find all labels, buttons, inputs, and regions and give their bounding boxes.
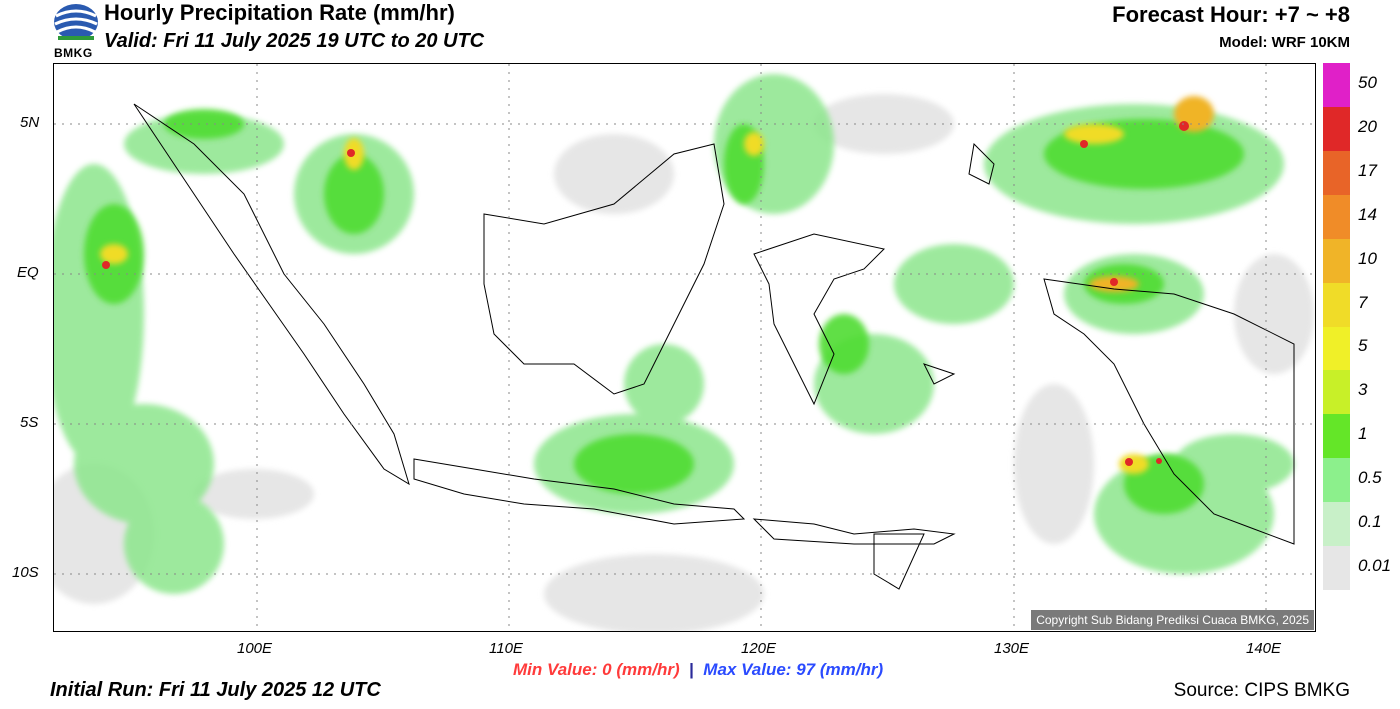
logo-text: BMKG <box>54 46 93 60</box>
coastlines <box>133 103 1295 590</box>
legend-label: 10 <box>1358 248 1377 268</box>
data-source: Source: CIPS BMKG <box>1173 680 1350 701</box>
lat-label-5n: 5N <box>20 114 40 131</box>
intense-rain-cores <box>102 121 1189 466</box>
min-max-values: Min Value: 0 (mm/hr) | Max Value: 97 (mm… <box>513 660 884 679</box>
legend-color-cell <box>1323 238 1350 283</box>
legend-label: 14 <box>1358 204 1377 224</box>
map-title: Hourly Precipitation Rate (mm/hr) <box>104 0 455 26</box>
min-value-unit: (mm/hr) <box>616 660 680 679</box>
lon-label-110e: 110E <box>489 640 523 657</box>
legend-label: 7 <box>1358 292 1368 312</box>
model-name: Model: WRF 10KM <box>1219 34 1350 51</box>
legend-color-cell <box>1323 194 1350 239</box>
legend-color-cell <box>1323 546 1350 591</box>
lat-label-eq: EQ <box>17 264 39 281</box>
legend-color-cell <box>1323 326 1350 371</box>
legend-label: 1 <box>1358 424 1368 444</box>
legend-color-cell <box>1323 414 1350 459</box>
lon-label-130e: 130E <box>994 640 1030 657</box>
copyright-notice: Copyright Sub Bidang Prediksi Cuaca BMKG… <box>1031 610 1314 630</box>
min-value-label: Min Value: <box>513 660 598 679</box>
map-title-unit: (mm/hr) <box>372 0 455 25</box>
bmkg-logo: BMKG <box>52 2 100 60</box>
legend-label: 0.1 <box>1358 512 1382 532</box>
precipitation-map: Copyright Sub Bidang Prediksi Cuaca BMKG… <box>53 63 1316 632</box>
color-legend <box>1323 63 1350 591</box>
drizzle-areas <box>54 94 1314 631</box>
forecast-hour: Forecast Hour: +7 ~ +8 <box>1112 2 1350 27</box>
map-title-text: Hourly Precipitation Rate <box>104 0 367 25</box>
lat-label-10s: 10S <box>12 564 39 581</box>
valid-time: Valid: Fri 11 July 2025 19 UTC to 20 UTC <box>104 30 485 52</box>
legend-label: 0.5 <box>1358 468 1382 488</box>
legend-color-cell <box>1323 458 1350 503</box>
legend-label: 3 <box>1358 380 1368 400</box>
lon-label-100e: 100E <box>237 640 273 657</box>
max-value-label: Max Value: <box>703 660 792 679</box>
legend-color-cell <box>1323 63 1350 107</box>
legend-color-cell <box>1323 106 1350 151</box>
min-value: 0 <box>602 660 612 679</box>
max-value-unit: (mm/hr) <box>819 660 884 679</box>
legend-color-cell <box>1323 502 1350 547</box>
max-value: 97 <box>796 660 816 679</box>
legend-color-cell <box>1323 150 1350 195</box>
initial-run: Initial Run: Fri 11 July 2025 12 UTC <box>50 679 381 701</box>
legend-label: 20 <box>1358 116 1377 136</box>
legend-label: 0.01 <box>1358 556 1392 575</box>
legend-color-cell <box>1323 370 1350 415</box>
legend-color-cell <box>1323 282 1350 327</box>
map-canvas <box>54 64 1315 631</box>
legend-label: 17 <box>1358 160 1377 180</box>
lon-label-120e: 120E <box>741 640 777 657</box>
lon-label-140e: 140E <box>1246 640 1282 657</box>
lat-label-5s: 5S <box>20 414 39 431</box>
legend-label: 5 <box>1358 336 1368 356</box>
bmkg-logo-emblem <box>54 4 98 40</box>
legend-label: 50 <box>1358 72 1377 92</box>
heavy-rain-cells <box>100 96 1214 474</box>
